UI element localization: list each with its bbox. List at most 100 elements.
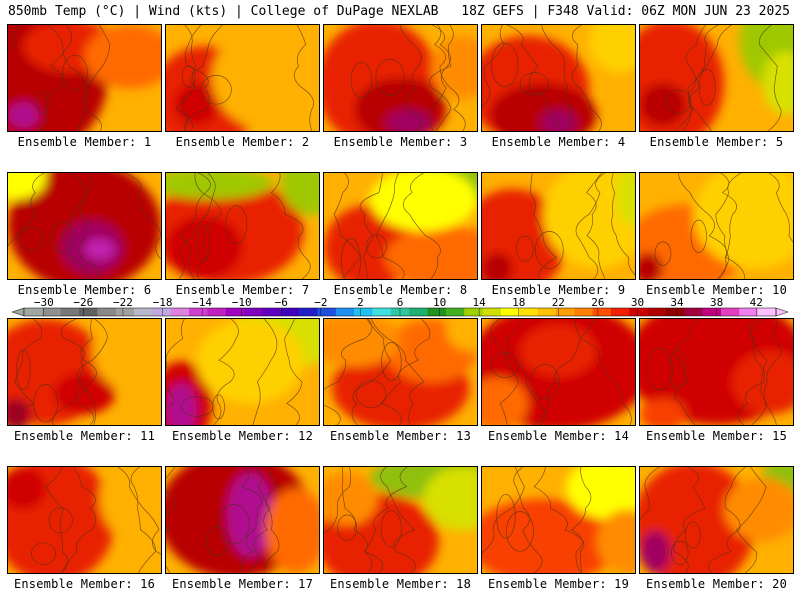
colorbar-tick-label: 26 xyxy=(591,296,604,309)
temperature-region xyxy=(520,324,597,378)
contour-line xyxy=(579,319,632,425)
colorbar-segment xyxy=(262,308,282,316)
ensemble-member-map xyxy=(639,466,794,574)
ensemble-member-label: Ensemble Member: 11 xyxy=(13,429,156,443)
contour-line xyxy=(611,173,635,276)
ensemble-member-map xyxy=(165,24,320,132)
contour-loop xyxy=(375,58,405,96)
ensemble-member-label: Ensemble Member: 18 xyxy=(329,577,472,591)
temperature-region xyxy=(99,467,161,542)
colorbar-segment xyxy=(170,308,190,316)
temperature-region xyxy=(482,252,513,279)
contour-loop xyxy=(205,526,229,557)
colorbar-tick-label: −10 xyxy=(232,296,252,309)
ensemble-member-map xyxy=(7,172,162,280)
ensemble-member-map xyxy=(7,318,162,426)
contour-loop xyxy=(341,238,361,279)
ensemble-member-map xyxy=(165,318,320,426)
temperature-region xyxy=(446,319,477,351)
contour-loop xyxy=(380,510,402,548)
temperature-region xyxy=(53,372,116,415)
ensemble-member-map xyxy=(7,24,162,132)
colorbar-segment xyxy=(647,308,667,316)
colorbar-segment xyxy=(757,308,777,316)
temperature-region xyxy=(265,488,319,573)
contour-line xyxy=(736,467,767,573)
colorbar-segment xyxy=(152,308,172,316)
colorbar-segment xyxy=(739,308,758,316)
contour-loop xyxy=(491,42,519,87)
ensemble-member-label: Ensemble Member: 13 xyxy=(329,429,472,443)
contour-loop xyxy=(530,363,560,400)
temperature-region xyxy=(640,398,686,425)
ensemble-member-label: Ensemble Member: 15 xyxy=(645,429,788,443)
contour-loop xyxy=(181,396,214,417)
contour-line xyxy=(380,319,431,425)
temperature-region xyxy=(543,173,635,269)
contour-loop xyxy=(496,494,516,539)
contour-loop xyxy=(534,231,564,269)
contour-line xyxy=(78,25,111,131)
contour-loop xyxy=(506,511,534,552)
colorbar-segment xyxy=(60,308,80,316)
ensemble-member-map xyxy=(481,466,636,574)
ensemble-member-map xyxy=(165,172,320,280)
temperature-region xyxy=(640,83,686,126)
temperature-region xyxy=(385,109,432,131)
colorbar-segment xyxy=(354,308,373,316)
ensemble-member-label: Ensemble Member: 16 xyxy=(13,577,156,591)
colorbar: −30 −26 −22 −18 −14 −10 −6 −2 2 6 10 14 18 22 26 30 34 38… xyxy=(12,296,788,317)
contour-line xyxy=(533,319,581,425)
colorbar-tick-label: −2 xyxy=(314,296,327,309)
ensemble-member-map xyxy=(323,466,478,574)
colorbar-segment xyxy=(500,308,520,316)
contour-loop xyxy=(35,91,49,114)
colorbar-segment xyxy=(592,308,612,316)
contour-line xyxy=(541,25,574,131)
contour-line xyxy=(176,25,223,131)
contour-line xyxy=(45,467,69,573)
contour-loop xyxy=(48,507,73,534)
ensemble-member-label: Ensemble Member: 9 xyxy=(491,283,626,297)
colorbar-segment xyxy=(684,308,703,316)
contour-loop xyxy=(490,352,520,378)
contour-line xyxy=(685,25,712,131)
contour-line xyxy=(76,319,108,425)
ensemble-member-map xyxy=(639,24,794,132)
colorbar-tick-label: −30 xyxy=(34,296,54,309)
contour-line xyxy=(708,467,747,573)
temperature-region xyxy=(324,319,401,367)
contour-line xyxy=(194,173,222,279)
colorbar-segment xyxy=(574,308,593,316)
contour-line xyxy=(341,467,384,573)
contour-loop xyxy=(690,219,707,253)
temperature-region xyxy=(166,382,197,425)
contour-line xyxy=(428,25,454,131)
colorbar-segment xyxy=(134,308,153,316)
ensemble-member-label: Ensemble Member: 14 xyxy=(487,429,630,443)
ensemble-member-label: Ensemble Member: 12 xyxy=(171,429,314,443)
temperature-region xyxy=(385,226,477,279)
temperature-region xyxy=(762,51,793,116)
contour-line xyxy=(179,173,211,279)
contour-line xyxy=(586,173,606,279)
contour-line xyxy=(575,173,606,279)
ensemble-member-label: Ensemble Member: 20 xyxy=(645,577,788,591)
temperature-region xyxy=(8,173,47,200)
colorbar-segment xyxy=(115,308,135,316)
contour-line xyxy=(482,25,505,108)
contour-line xyxy=(324,319,373,425)
contour-line xyxy=(60,319,96,425)
temperature-region xyxy=(92,319,161,394)
colorbar-segment xyxy=(317,308,337,316)
contour-line xyxy=(8,173,45,247)
contour-line xyxy=(380,467,416,573)
colorbar-tick-label: 18 xyxy=(512,296,525,309)
contour-loop xyxy=(515,235,534,262)
contour-loop xyxy=(684,521,701,549)
contour-line xyxy=(324,467,352,534)
colorbar-segment xyxy=(720,308,740,316)
contour-loop xyxy=(350,61,373,99)
contour-line xyxy=(247,467,271,573)
temperature-region xyxy=(482,498,620,573)
